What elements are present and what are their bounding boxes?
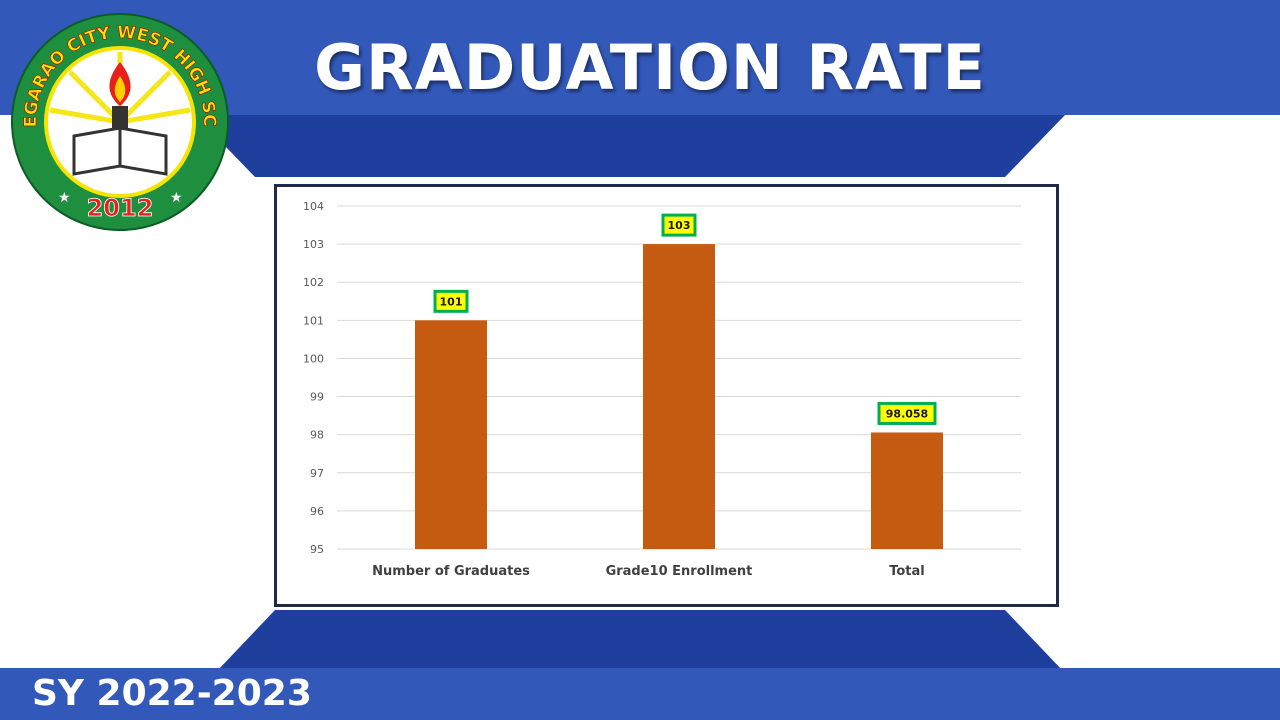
- logo-year: 2012: [87, 194, 154, 222]
- y-tick-label: 96: [310, 505, 324, 518]
- chart-frame: 95 96 97 98 99 100 101 102 103 104 101 Number of Gr…: [274, 184, 1059, 607]
- bar: [415, 320, 487, 549]
- data-label-box: [661, 213, 697, 237]
- footer-trapezoid: [218, 610, 1062, 670]
- x-category-label: Number of Graduates: [372, 564, 530, 579]
- footer-band: [0, 668, 1280, 720]
- bar: [643, 244, 715, 549]
- data-label-box: [877, 401, 937, 425]
- y-tick-label: 100: [303, 352, 324, 365]
- x-category-label: Grade10 Enrollment: [606, 564, 753, 579]
- y-tick-label: 98: [310, 429, 324, 442]
- data-label: 103: [668, 219, 691, 232]
- y-tick-label: 95: [310, 543, 324, 556]
- svg-text:★: ★: [58, 190, 71, 206]
- data-label-box: [433, 289, 469, 313]
- y-tick-label: 102: [303, 276, 324, 289]
- bar: [871, 432, 943, 549]
- school-year-label: SY 2022-2023: [32, 673, 312, 714]
- y-tick-label: 103: [303, 238, 324, 251]
- x-category-label: Total: [889, 564, 925, 579]
- data-label: 101: [440, 295, 463, 308]
- svg-text:★: ★: [170, 190, 183, 206]
- y-tick-label: 99: [310, 391, 324, 404]
- y-tick-label: 97: [310, 467, 324, 480]
- header-trapezoid: [195, 115, 1065, 177]
- y-tick-label: 101: [303, 314, 324, 327]
- bar-chart: 95 96 97 98 99 100 101 102 103 104 101 Number of Gr…: [303, 200, 1021, 579]
- data-label: 98.058: [886, 407, 928, 420]
- school-logo: TUGUEGARAO CITY WEST HIGH SCHOOL 2012 ★ …: [8, 10, 229, 231]
- page-title: GRADUATION RATE: [314, 31, 986, 104]
- y-tick-label: 104: [303, 200, 324, 213]
